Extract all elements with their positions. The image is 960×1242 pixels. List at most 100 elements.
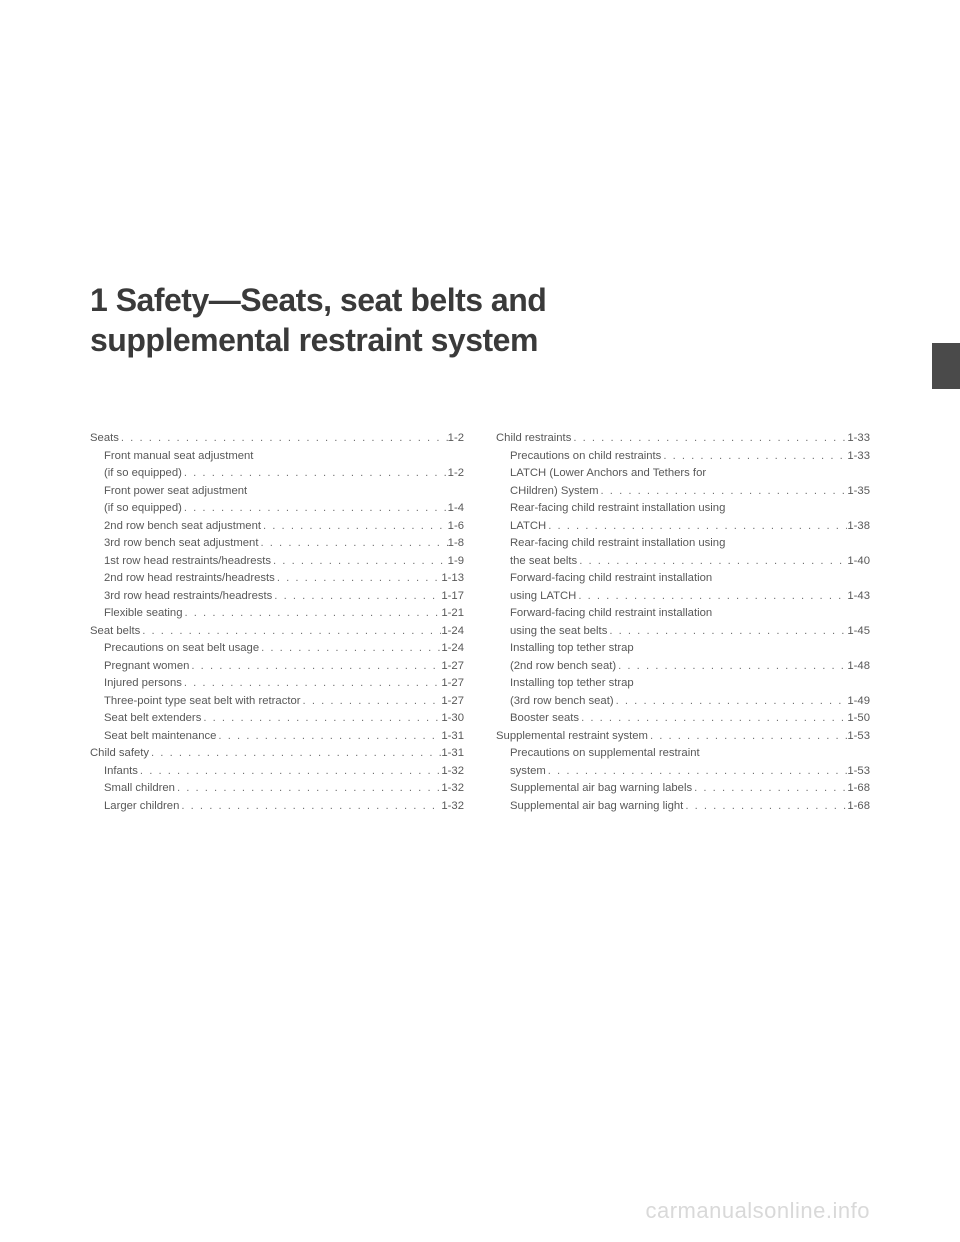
toc-row: Precautions on seat belt usage. . . . . … [90, 640, 464, 658]
toc-row: the seat belts. . . . . . . . . . . . . … [496, 553, 870, 571]
toc-leader-dots: . . . . . . . . . . . . . . . . . . . . … [201, 710, 441, 728]
toc-leader-dots: . . . . . . . . . . . . . . . . . . . . … [182, 500, 448, 518]
toc-row: Seats. . . . . . . . . . . . . . . . . .… [90, 430, 464, 448]
toc-leader-dots: . . . . . . . . . . . . . . . . . . . . … [216, 728, 441, 746]
toc-row: Rear-facing child restraint installation… [496, 500, 870, 518]
section-tab [932, 343, 960, 389]
toc-label: LATCH [510, 518, 546, 536]
toc-row: 3rd row head restraints/headrests. . . .… [90, 588, 464, 606]
toc-page: 1-53 [847, 763, 870, 781]
toc-leader-dots: . . . . . . . . . . . . . . . . . . . . … [189, 658, 441, 676]
toc-leader-dots: . . . . . . . . . . . . . . . . . . . . … [599, 483, 848, 501]
toc-label: (if so equipped) [104, 500, 182, 518]
toc-label: (2nd row bench seat) [510, 658, 616, 676]
toc-page: 1-33 [847, 430, 870, 448]
toc-page: 1-17 [441, 588, 464, 606]
toc-row: Child restraints. . . . . . . . . . . . … [496, 430, 870, 448]
toc-row: Supplemental restraint system. . . . . .… [496, 728, 870, 746]
page-content: 1 Safety—Seats, seat belts and supplemen… [0, 0, 960, 815]
toc-leader-dots: . . . . . . . . . . . . . . . . . . . . … [272, 588, 441, 606]
toc-row: (if so equipped). . . . . . . . . . . . … [90, 500, 464, 518]
toc-label: Child safety [90, 745, 149, 763]
toc-leader-dots: . . . . . . . . . . . . . . . . . . . . … [571, 430, 847, 448]
toc-page: 1-48 [847, 658, 870, 676]
toc-row: Precautions on child restraints. . . . .… [496, 448, 870, 466]
toc-page: 1-32 [441, 780, 464, 798]
toc-leader-dots: . . . . . . . . . . . . . . . . . . . . … [275, 570, 442, 588]
toc-leader-dots: . . . . . . . . . . . . . . . . . . . . … [179, 798, 441, 816]
toc-label: Three-point type seat belt with retracto… [104, 693, 301, 711]
toc-row: Seat belts. . . . . . . . . . . . . . . … [90, 623, 464, 641]
toc-row: Pregnant women. . . . . . . . . . . . . … [90, 658, 464, 676]
toc-page: 1-27 [441, 693, 464, 711]
toc-row: system. . . . . . . . . . . . . . . . . … [496, 763, 870, 781]
toc-label: Precautions on child restraints [510, 448, 661, 466]
toc-row: (if so equipped). . . . . . . . . . . . … [90, 465, 464, 483]
toc-leader-dots: . . . . . . . . . . . . . . . . . . . . … [182, 675, 442, 693]
toc-label: using the seat belts [510, 623, 607, 641]
toc-row: Flexible seating. . . . . . . . . . . . … [90, 605, 464, 623]
toc-page: 1-35 [847, 483, 870, 501]
toc-row: Supplemental air bag warning labels. . .… [496, 780, 870, 798]
toc-row: Supplemental air bag warning light. . . … [496, 798, 870, 816]
toc-leader-dots: . . . . . . . . . . . . . . . . . . . . … [259, 640, 441, 658]
toc-row: Forward-facing child restraint installat… [496, 570, 870, 588]
toc-page: 1-68 [847, 798, 870, 816]
toc-label: Front power seat adjustment [104, 483, 247, 501]
toc-row: Installing top tether strap [496, 640, 870, 658]
toc-row: Forward-facing child restraint installat… [496, 605, 870, 623]
toc-label: Precautions on supplemental restraint [510, 745, 700, 763]
toc-leader-dots: . . . . . . . . . . . . . . . . . . . . … [182, 465, 448, 483]
toc-page: 1-38 [847, 518, 870, 536]
toc-page: 1-21 [441, 605, 464, 623]
toc-row: LATCH (Lower Anchors and Tethers for [496, 465, 870, 483]
toc-page: 1-6 [448, 518, 464, 536]
toc-row: Front power seat adjustment [90, 483, 464, 501]
toc-label: Supplemental restraint system [496, 728, 648, 746]
toc-page: 1-43 [847, 588, 870, 606]
toc-leader-dots: . . . . . . . . . . . . . . . . . . . . … [546, 518, 847, 536]
toc-page: 1-4 [448, 500, 464, 518]
toc-label: Infants [104, 763, 138, 781]
chapter-title: 1 Safety—Seats, seat belts and supplemen… [90, 280, 870, 360]
toc-row: LATCH. . . . . . . . . . . . . . . . . .… [496, 518, 870, 536]
toc-leader-dots: . . . . . . . . . . . . . . . . . . . . … [271, 553, 448, 571]
toc-leader-dots: . . . . . . . . . . . . . . . . . . . . … [138, 763, 441, 781]
toc-row: 2nd row head restraints/headrests. . . .… [90, 570, 464, 588]
toc-leader-dots: . . . . . . . . . . . . . . . . . . . . … [661, 448, 847, 466]
toc-row: (3rd row bench seat). . . . . . . . . . … [496, 693, 870, 711]
toc-label: Front manual seat adjustment [104, 448, 253, 466]
toc-label: Forward-facing child restraint installat… [510, 605, 712, 623]
toc-label: (if so equipped) [104, 465, 182, 483]
toc-row: using LATCH. . . . . . . . . . . . . . .… [496, 588, 870, 606]
toc-columns: Seats. . . . . . . . . . . . . . . . . .… [90, 430, 870, 815]
toc-label: Precautions on seat belt usage [104, 640, 259, 658]
toc-page: 1-50 [847, 710, 870, 728]
toc-leader-dots: . . . . . . . . . . . . . . . . . . . . … [119, 430, 448, 448]
toc-page: 1-33 [847, 448, 870, 466]
toc-label: Rear-facing child restraint installation… [510, 535, 725, 553]
toc-page: 1-27 [441, 675, 464, 693]
toc-leader-dots: . . . . . . . . . . . . . . . . . . . . … [301, 693, 442, 711]
toc-label: Supplemental air bag warning labels [510, 780, 692, 798]
toc-label: CHildren) System [510, 483, 599, 501]
toc-leader-dots: . . . . . . . . . . . . . . . . . . . . … [579, 710, 847, 728]
toc-label: (3rd row bench seat) [510, 693, 614, 711]
toc-label: Seat belt extenders [104, 710, 201, 728]
toc-leader-dots: . . . . . . . . . . . . . . . . . . . . … [614, 693, 848, 711]
toc-label: Supplemental air bag warning light [510, 798, 683, 816]
toc-label: Small children [104, 780, 175, 798]
toc-row: Seat belt extenders. . . . . . . . . . .… [90, 710, 464, 728]
toc-row: Three-point type seat belt with retracto… [90, 693, 464, 711]
toc-label: the seat belts [510, 553, 577, 571]
toc-row: Injured persons. . . . . . . . . . . . .… [90, 675, 464, 693]
toc-page: 1-32 [441, 763, 464, 781]
toc-label: 3rd row bench seat adjustment [104, 535, 258, 553]
toc-row: 2nd row bench seat adjustment. . . . . .… [90, 518, 464, 536]
toc-row: (2nd row bench seat). . . . . . . . . . … [496, 658, 870, 676]
toc-label: 3rd row head restraints/headrests [104, 588, 272, 606]
watermark: carmanualsonline.info [645, 1198, 870, 1224]
toc-page: 1-31 [441, 728, 464, 746]
toc-row: Front manual seat adjustment [90, 448, 464, 466]
toc-label: Installing top tether strap [510, 675, 634, 693]
